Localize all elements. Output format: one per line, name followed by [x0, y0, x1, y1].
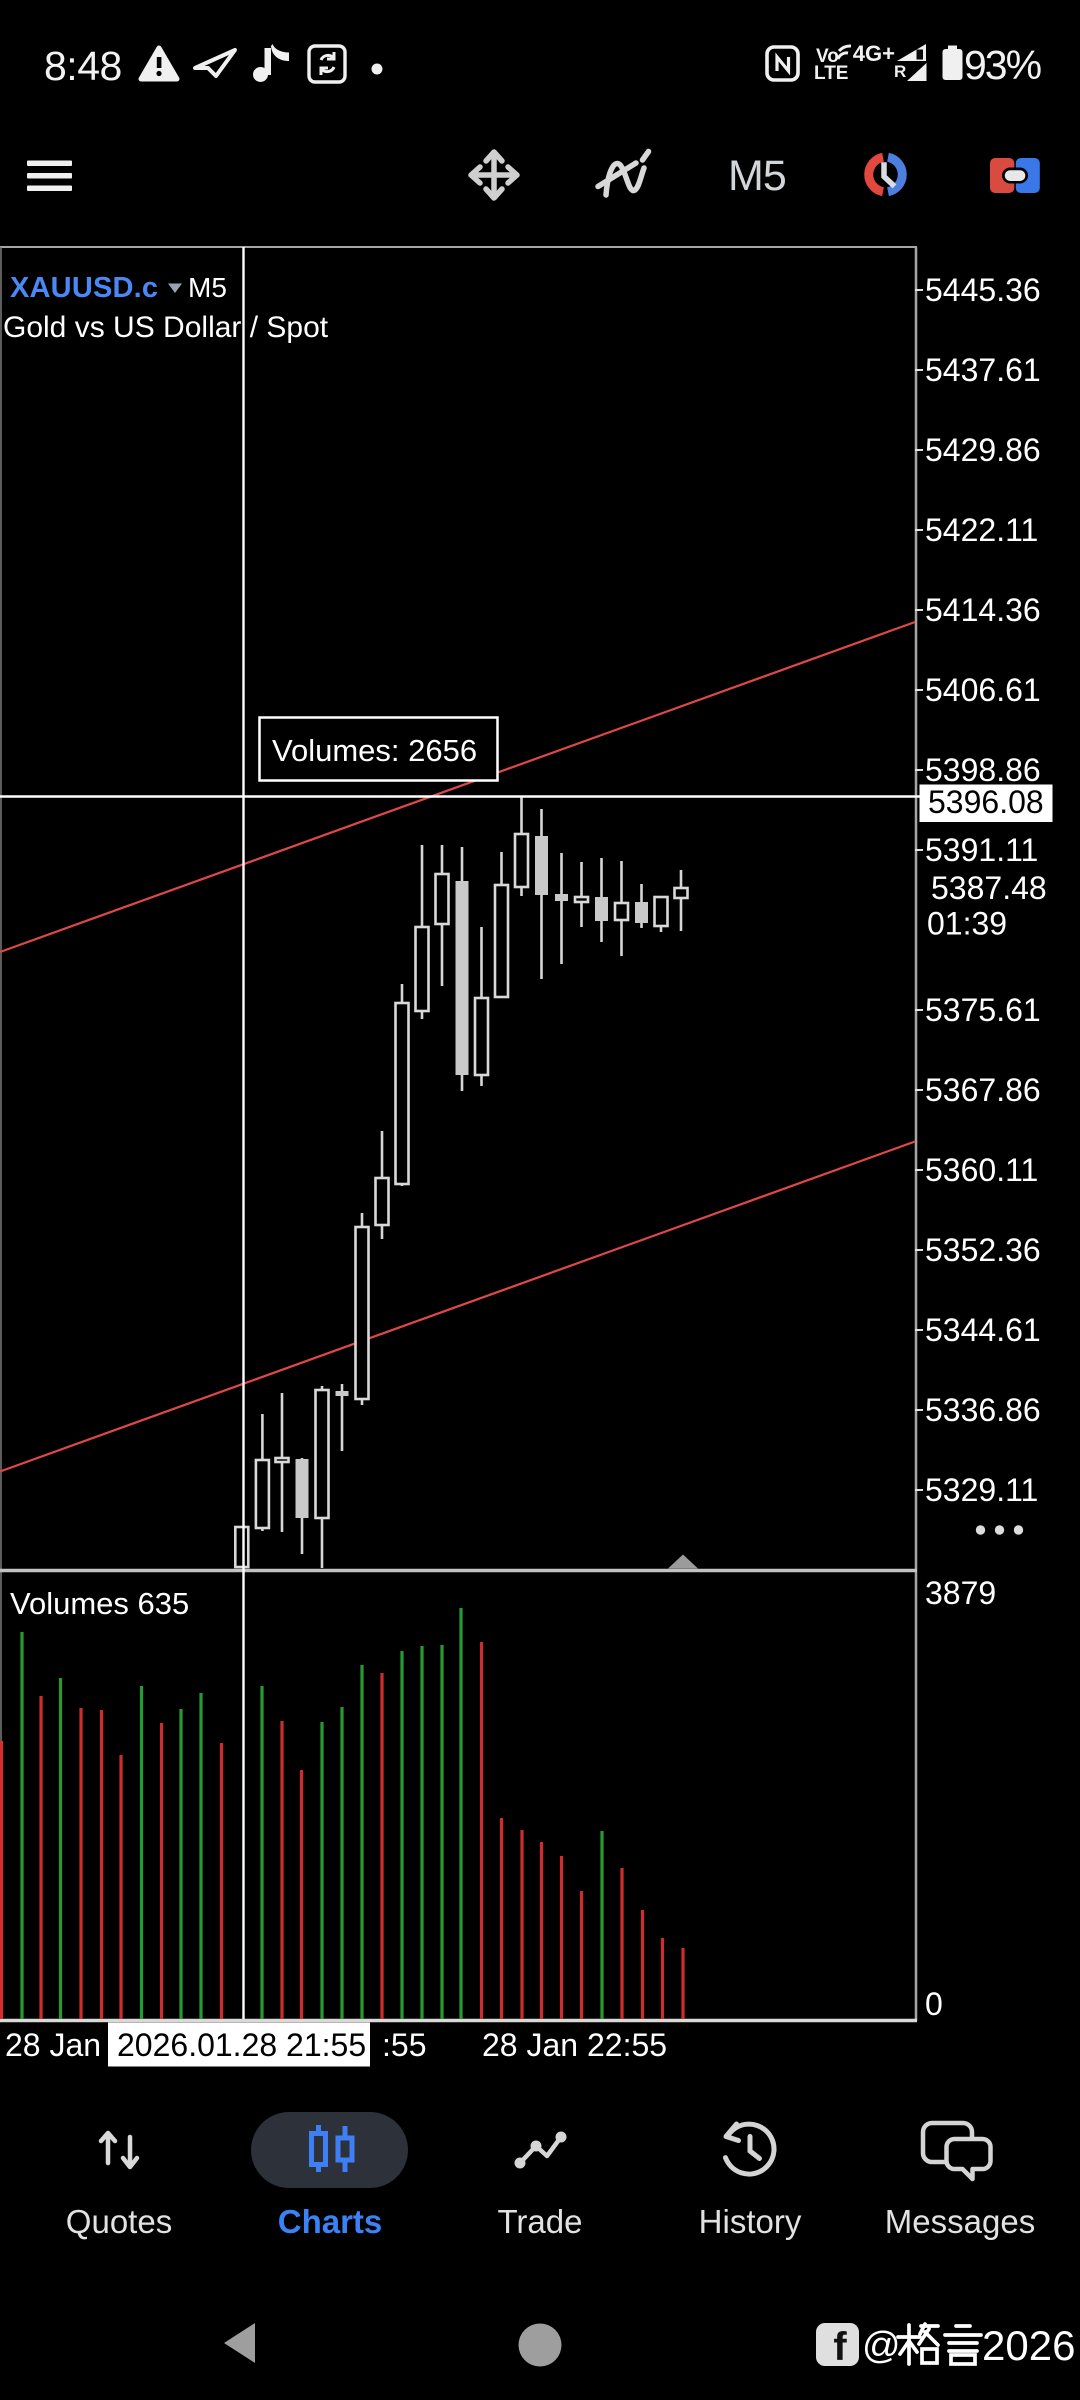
svg-text:Quotes: Quotes: [66, 2203, 172, 2240]
svg-text:Trade: Trade: [498, 2203, 583, 2240]
svg-text:f: f: [833, 2325, 847, 2369]
svg-text:2026: 2026: [982, 2322, 1075, 2369]
svg-text:M5: M5: [188, 272, 227, 303]
svg-text:Charts: Charts: [278, 2203, 383, 2240]
svg-text:5336.86: 5336.86: [925, 1392, 1041, 1428]
svg-text:Messages: Messages: [885, 2203, 1035, 2240]
svg-text:@: @: [862, 2325, 901, 2367]
svg-text:28 Jan: 28 Jan: [5, 2027, 101, 2063]
svg-text:5414.36: 5414.36: [925, 592, 1041, 628]
svg-text:History: History: [699, 2203, 802, 2240]
svg-text:5398.86: 5398.86: [925, 752, 1041, 788]
svg-text:5445.36: 5445.36: [925, 272, 1041, 308]
svg-text:8:48: 8:48: [44, 43, 122, 89]
svg-text:5375.61: 5375.61: [925, 992, 1041, 1028]
svg-text:5437.61: 5437.61: [925, 352, 1041, 388]
svg-text:5406.61: 5406.61: [925, 672, 1041, 708]
svg-text:LTE: LTE: [814, 63, 848, 84]
svg-text:5396.08: 5396.08: [928, 784, 1044, 820]
svg-text:5391.11: 5391.11: [925, 832, 1038, 868]
svg-text:R: R: [894, 62, 906, 81]
svg-text:3879: 3879: [925, 1575, 996, 1611]
svg-text:Volumes 635: Volumes 635: [10, 1586, 189, 1621]
svg-text:5429.86: 5429.86: [925, 432, 1041, 468]
svg-text:4G+: 4G+: [853, 41, 895, 66]
svg-text:M5: M5: [728, 152, 786, 200]
svg-text::55: :55: [382, 2027, 426, 2063]
svg-text:5360.11: 5360.11: [925, 1152, 1038, 1188]
svg-text:5352.36: 5352.36: [925, 1232, 1041, 1268]
svg-text:Volumes: 2656: Volumes: 2656: [272, 733, 477, 768]
svg-text:XAUUSD.c: XAUUSD.c: [10, 272, 158, 304]
svg-text:2026.01.28 21:55: 2026.01.28 21:55: [117, 2027, 366, 2063]
svg-text:5344.61: 5344.61: [925, 1312, 1041, 1348]
svg-text:5387.48: 5387.48: [931, 870, 1047, 906]
svg-text:Gold vs US Dollar / Spot: Gold vs US Dollar / Spot: [3, 311, 329, 344]
svg-text:5422.11: 5422.11: [925, 512, 1038, 548]
svg-text:5329.11: 5329.11: [925, 1472, 1038, 1508]
svg-text:0: 0: [925, 1986, 943, 2022]
svg-text:93%: 93%: [964, 42, 1041, 88]
svg-text:28 Jan 22:55: 28 Jan 22:55: [482, 2027, 667, 2063]
svg-text:Vo: Vo: [816, 46, 839, 67]
svg-text:5367.86: 5367.86: [925, 1072, 1041, 1108]
svg-text:01:39: 01:39: [927, 906, 1007, 942]
